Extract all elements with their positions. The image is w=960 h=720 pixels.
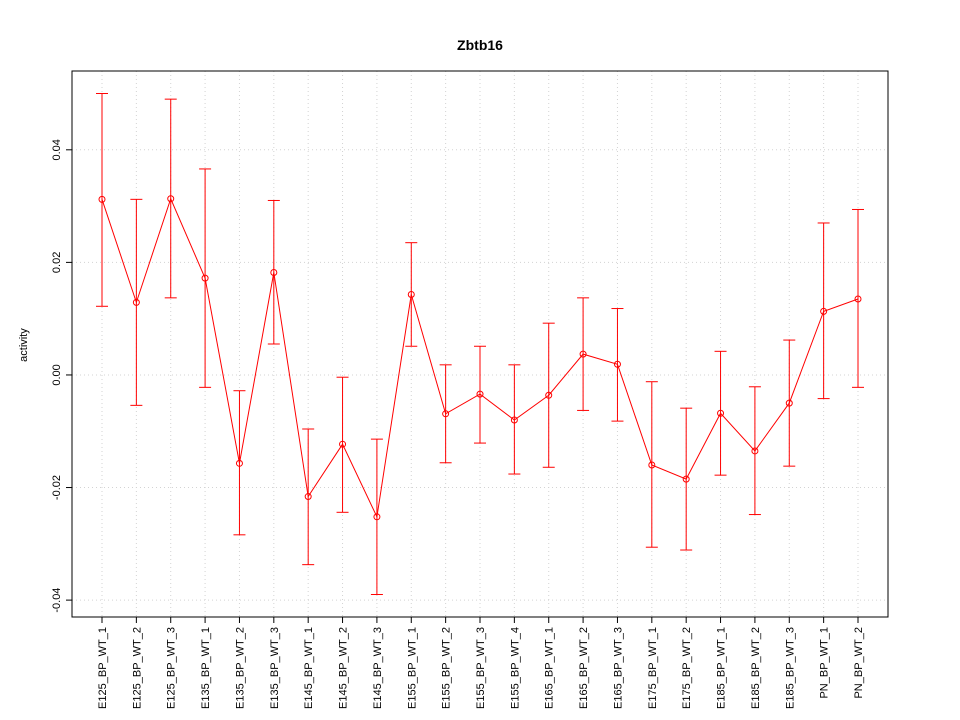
x-tick-label: E185_BP_WT_1 <box>716 627 728 709</box>
data-series <box>96 93 864 595</box>
data-point <box>785 399 793 407</box>
plot-frame <box>71 70 889 618</box>
data-point <box>613 360 621 368</box>
x-tick-label: E155_BP_WT_3 <box>475 627 487 709</box>
x-tick-label: E175_BP_WT_1 <box>647 627 659 709</box>
x-tick-label: E145_BP_WT_1 <box>303 627 315 709</box>
x-tick-label: E145_BP_WT_3 <box>372 627 384 709</box>
y-axis: -0.04 -0.02 0.00 0.02 0.04 <box>51 139 72 613</box>
y-tick-label: -0.02 <box>51 475 63 500</box>
data-point <box>579 350 587 358</box>
grid <box>72 71 888 617</box>
data-point <box>648 461 656 469</box>
x-tick-label: E165_BP_WT_3 <box>612 627 624 709</box>
x-tick-label: E135_BP_WT_1 <box>200 627 212 709</box>
y-tick-label: 0.04 <box>51 139 63 160</box>
data-point <box>442 410 450 418</box>
data-point <box>682 475 690 483</box>
data-point <box>132 298 140 306</box>
x-tick-label: E175_BP_WT_2 <box>681 627 693 709</box>
data-point <box>407 290 415 298</box>
data-point <box>751 447 759 455</box>
x-tick-label: E125_BP_WT_3 <box>166 627 178 709</box>
y-tick-label: -0.04 <box>51 588 63 613</box>
data-point <box>854 295 862 303</box>
data-point <box>270 269 278 277</box>
x-tick-label: E145_BP_WT_2 <box>338 627 350 709</box>
data-point <box>235 459 243 467</box>
x-tick-label: PN_BP_WT_2 <box>853 627 865 699</box>
x-tick-label: E165_BP_WT_1 <box>544 627 556 709</box>
y-tick-label: 0.00 <box>51 364 63 385</box>
x-tick-label: PN_BP_WT_1 <box>819 627 831 699</box>
x-tick-label: E185_BP_WT_3 <box>784 627 796 709</box>
x-axis: E125_BP_WT_1 E125_BP_WT_2 E125_BP_WT_3 E135… <box>97 617 865 709</box>
x-tick-label: E135_BP_WT_2 <box>234 627 246 709</box>
series-line <box>101 197 859 519</box>
data-point <box>373 513 381 521</box>
x-tick-label: E125_BP_WT_1 <box>97 627 109 709</box>
data-point <box>339 440 347 448</box>
x-tick-label: E185_BP_WT_2 <box>750 627 762 709</box>
data-point <box>167 195 175 203</box>
data-point <box>201 274 209 282</box>
data-point <box>545 391 553 399</box>
y-axis-label: activity <box>18 328 30 362</box>
x-tick-label: E165_BP_WT_2 <box>578 627 590 709</box>
data-point <box>98 195 106 203</box>
x-tick-label: E125_BP_WT_2 <box>131 627 143 709</box>
x-tick-label: E135_BP_WT_3 <box>269 627 281 709</box>
chart-title: Zbtb16 <box>457 37 503 53</box>
x-tick-label: E155_BP_WT_2 <box>441 627 453 709</box>
x-tick-label: E155_BP_WT_1 <box>406 627 418 709</box>
data-point <box>510 416 518 424</box>
y-tick-label: 0.02 <box>51 252 63 273</box>
data-point <box>717 409 725 417</box>
data-point <box>304 493 312 501</box>
data-point <box>820 307 828 315</box>
data-point <box>476 390 484 398</box>
x-tick-label: E155_BP_WT_4 <box>509 627 521 709</box>
